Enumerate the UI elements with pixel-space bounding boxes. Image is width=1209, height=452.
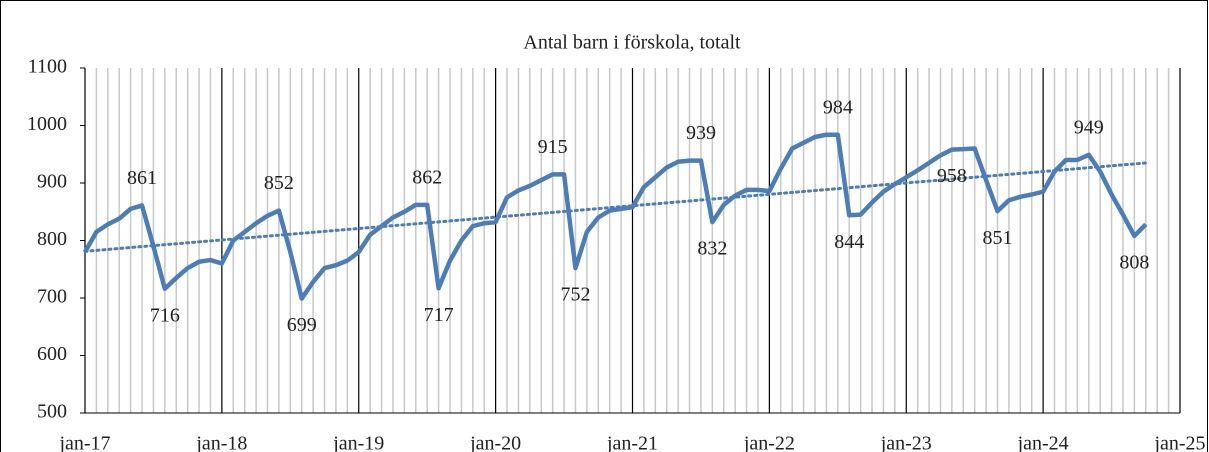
x-tick-label: jan-25: [1153, 433, 1205, 452]
x-tick-label: jan-19: [332, 433, 384, 452]
data-label: 852: [264, 172, 294, 194]
data-label: 832: [697, 238, 727, 260]
data-label: 949: [1074, 116, 1104, 138]
data-label: 915: [538, 136, 568, 158]
data-label: 717: [424, 304, 454, 326]
chart-title: Antal barn i förskola, totalt: [523, 32, 741, 54]
y-tick-label: 500: [37, 401, 67, 423]
y-tick-label: 700: [37, 286, 67, 308]
x-tick-label: jan-24: [1017, 433, 1069, 452]
x-tick-label: jan-20: [469, 433, 521, 452]
data-line: [83, 132, 1148, 301]
data-label: 861: [127, 167, 157, 189]
y-tick-label: 600: [37, 343, 67, 365]
x-tick-label: jan-23: [880, 433, 932, 452]
data-label: 752: [560, 284, 590, 306]
y-tick-label: 900: [37, 171, 67, 193]
data-label: 851: [983, 227, 1013, 249]
trend-line: [83, 161, 1148, 253]
x-tick-label: jan-18: [195, 433, 247, 452]
data-label: 958: [937, 165, 967, 187]
data-label: 984: [823, 96, 853, 118]
y-tick-label: 1000: [27, 113, 67, 135]
data-label: 844: [834, 231, 864, 253]
data-label: 862: [412, 166, 442, 188]
x-tick-label: jan-21: [606, 433, 658, 452]
y-tick-label: 1100: [28, 56, 67, 78]
x-tick-label: jan-17: [58, 433, 110, 452]
data-label: 699: [287, 314, 317, 336]
x-tick-label: jan-22: [743, 433, 795, 452]
data-label: 716: [150, 304, 180, 326]
y-tick-label: 800: [37, 228, 67, 250]
data-label: 808: [1119, 251, 1149, 273]
data-label: 939: [686, 122, 716, 144]
